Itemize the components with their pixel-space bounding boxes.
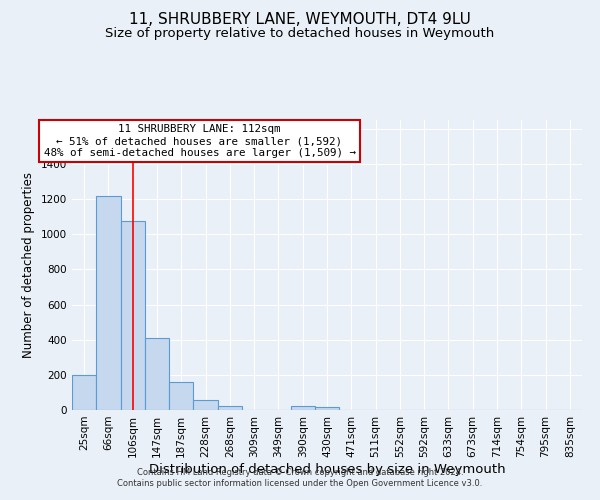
Y-axis label: Number of detached properties: Number of detached properties: [22, 172, 35, 358]
Text: Contains public sector information licensed under the Open Government Licence v3: Contains public sector information licen…: [118, 479, 482, 488]
Bar: [121, 221, 145, 410]
X-axis label: Distribution of detached houses by size in Weymouth: Distribution of detached houses by size …: [149, 462, 505, 475]
Bar: [96, 196, 121, 410]
Text: Contains HM Land Registry data © Crown copyright and database right 2024.: Contains HM Land Registry data © Crown c…: [137, 468, 463, 477]
Bar: [218, 406, 242, 410]
Bar: [193, 400, 218, 410]
Text: Size of property relative to detached houses in Weymouth: Size of property relative to detached ho…: [106, 28, 494, 40]
Bar: [290, 406, 315, 410]
Text: 11 SHRUBBERY LANE: 112sqm
← 51% of detached houses are smaller (1,592)
48% of se: 11 SHRUBBERY LANE: 112sqm ← 51% of detac…: [44, 124, 355, 158]
Bar: [315, 408, 339, 410]
Text: 11, SHRUBBERY LANE, WEYMOUTH, DT4 9LU: 11, SHRUBBERY LANE, WEYMOUTH, DT4 9LU: [129, 12, 471, 28]
Bar: [169, 382, 193, 410]
Bar: [72, 375, 96, 410]
Bar: [145, 338, 169, 410]
